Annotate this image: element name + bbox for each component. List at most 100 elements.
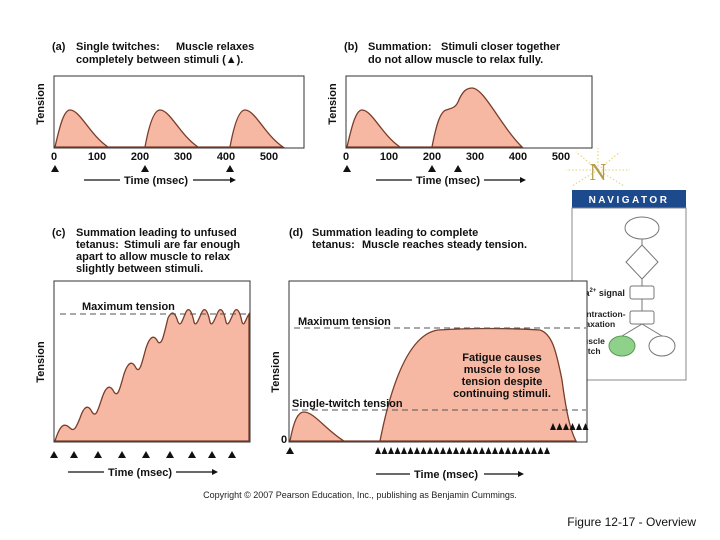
panel-d-stimulus-marker bbox=[466, 447, 472, 454]
panel-c-stimulus-marker bbox=[208, 451, 216, 458]
panel-a-stimulus-marker bbox=[141, 165, 149, 172]
panel-d-complete-tetanus-curve bbox=[289, 327, 578, 442]
panel-d-fatigue-1: Fatigue causes bbox=[462, 352, 541, 364]
copyright-text: Copyright © 2007 Pearson Education, Inc.… bbox=[203, 490, 517, 500]
panel-d-stimulus-marker bbox=[286, 447, 294, 454]
panel-d-stimulus-marker bbox=[472, 447, 479, 454]
panel-d-stimulus-marker bbox=[518, 447, 524, 454]
panel-c-text-3: apart to allow muscle to relax bbox=[76, 251, 231, 263]
panel-c-stimulus-marker bbox=[50, 451, 58, 458]
panel-b-tick-400: 400 bbox=[509, 151, 527, 163]
panel-b-stimulus-marker bbox=[454, 165, 462, 172]
navigator-step-oval bbox=[624, 216, 660, 240]
navigator-step-ca bbox=[629, 285, 655, 300]
panel-d-stimulus-marker bbox=[524, 447, 531, 454]
panel-b-ylabel: Tension bbox=[327, 83, 339, 125]
panel-a-tick-400: 400 bbox=[217, 151, 235, 163]
panel-a-twitch-curve bbox=[54, 109, 286, 148]
panel-c-arrowhead bbox=[212, 469, 218, 475]
panel-b-tick-200: 200 bbox=[423, 151, 441, 163]
panel-d-stimulus-marker bbox=[427, 447, 433, 454]
panel-d-ylabel: Tension bbox=[270, 351, 282, 393]
panel-d-stimulus-marker bbox=[505, 447, 511, 454]
panel-a-stimulus-marker bbox=[226, 165, 234, 172]
panel-b-stimulus-marker bbox=[428, 165, 436, 172]
panel-b-text-2: do not allow muscle to relax fully. bbox=[368, 54, 543, 66]
panel-d-stimulus-marker bbox=[531, 447, 537, 454]
panel-c-stimulus-marker bbox=[118, 451, 126, 458]
panel-d-fatigue-2: muscle to lose bbox=[464, 364, 540, 376]
panel-c-ylabel: Tension bbox=[35, 341, 47, 383]
navigator-step-contraction bbox=[629, 310, 655, 325]
panel-a: (a) Single twitches: Muscle relaxes comp… bbox=[35, 41, 305, 187]
panel-d-stimulus-marker bbox=[459, 447, 466, 454]
panel-a-tick-100: 100 bbox=[88, 151, 106, 163]
panel-d-stimulus-marker bbox=[544, 447, 550, 454]
panel-b-summation-curve bbox=[346, 87, 524, 148]
navigator-step-oval bbox=[648, 335, 676, 357]
panel-d-letter: (d) bbox=[289, 227, 303, 239]
navigator-header bbox=[572, 190, 686, 208]
panel-d-heading-2: tetanus: bbox=[312, 239, 355, 251]
panel-c-stimulus-marker bbox=[228, 451, 236, 458]
panel-b-letter: (b) bbox=[344, 41, 358, 53]
panel-d-stimulus-marker bbox=[576, 423, 582, 430]
panel-c-xlabel: Time (msec) bbox=[108, 467, 172, 479]
panel-c-max-label: Maximum tension bbox=[82, 301, 175, 313]
panel-a-tick-500: 500 bbox=[260, 151, 278, 163]
panel-a-stimulus-marker bbox=[51, 165, 59, 172]
panel-a-letter: (a) bbox=[52, 41, 66, 53]
panel-d-stimulus-marker bbox=[414, 447, 420, 454]
panel-d-xlabel: Time (msec) bbox=[414, 469, 478, 481]
panel-c-text-2: Stimuli are far enough bbox=[124, 239, 240, 251]
panel-d-stimulus-marker bbox=[563, 423, 569, 430]
panel-d-stimulus-marker bbox=[375, 447, 381, 454]
panel-d-stimulus-marker bbox=[550, 423, 556, 430]
panel-c: (c) Summation leading to unfused tetanus… bbox=[35, 227, 251, 479]
panel-b-stimulus-marker bbox=[343, 165, 351, 172]
panel-a-arrowhead bbox=[230, 177, 236, 183]
panel-a-text-2: completely between stimuli (▲). bbox=[76, 54, 243, 66]
panel-d-stimulus-marker bbox=[556, 423, 563, 430]
panel-d-stimulus-marker bbox=[498, 447, 505, 454]
panel-d-stimulus-marker bbox=[479, 447, 485, 454]
sunburst-icon bbox=[566, 148, 630, 187]
navigator-connector bbox=[641, 323, 663, 337]
panel-c-heading-1: Summation leading to unfused bbox=[76, 227, 237, 239]
navigator-twitch-label-1: Muscle bbox=[576, 336, 605, 346]
panel-d-fatigue-4: continuing stimuli. bbox=[453, 388, 551, 400]
navigator-letter: N bbox=[589, 160, 606, 186]
panel-d-stimulus-train bbox=[375, 447, 550, 454]
panel-d-zero-tick: 0 bbox=[281, 434, 287, 446]
panel-a-xlabel: Time (msec) bbox=[124, 175, 188, 187]
panel-b-xlabel: Time (msec) bbox=[416, 175, 480, 187]
panel-b-tick-300: 300 bbox=[466, 151, 484, 163]
navigator-contraction-label-1: Contraction- bbox=[575, 309, 626, 319]
panel-d-stimulus-marker bbox=[433, 447, 440, 454]
navigator-title: NAVIGATOR bbox=[589, 195, 670, 206]
panel-a-tick-300: 300 bbox=[174, 151, 192, 163]
panel-d-fatigue-3: tension despite bbox=[462, 376, 543, 388]
panel-d-stimulus-marker bbox=[537, 447, 544, 454]
panel-d-heading-1: Summation leading to complete bbox=[312, 227, 478, 239]
panel-d-stimulus-marker bbox=[485, 447, 492, 454]
panel-d-max-label: Maximum tension bbox=[298, 316, 391, 328]
navigator-twitch-highlight bbox=[608, 335, 636, 357]
panel-d-stimulus-marker bbox=[388, 447, 394, 454]
panel-b-tick-100: 100 bbox=[380, 151, 398, 163]
panel-c-text-4: slightly between stimuli. bbox=[76, 263, 203, 275]
panel-d-stimulus-marker bbox=[420, 447, 427, 454]
panel-d-stimulus-marker bbox=[453, 447, 459, 454]
panel-c-letter: (c) bbox=[52, 227, 66, 239]
panel-d-stimulus-marker bbox=[446, 447, 453, 454]
panel-d-stimulus-marker bbox=[407, 447, 414, 454]
panel-b-tick-0: 0 bbox=[343, 151, 349, 163]
panel-d-stimulus-train-right bbox=[550, 423, 589, 430]
navigator-connector bbox=[621, 323, 643, 337]
panel-a-heading: Single twitches: bbox=[76, 41, 160, 53]
panel-c-heading-2: tetanus: bbox=[76, 239, 119, 251]
panel-a-ylabel: Tension bbox=[35, 83, 47, 125]
panel-c-stimulus-marker bbox=[142, 451, 150, 458]
navigator-contraction-label-2: relaxation bbox=[575, 319, 615, 329]
